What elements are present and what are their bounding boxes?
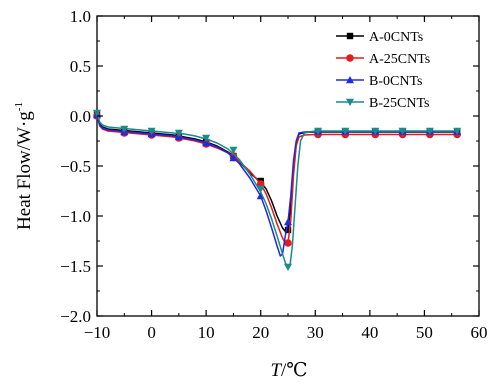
y-axis-title-main: Heat Flow/W·g	[14, 111, 35, 230]
data-point-b-25cnts	[229, 146, 238, 154]
data-point-a-0cnts	[284, 226, 292, 234]
legend: A-0CNTs A-25CNTs B-0CNTs B-25CNTs	[336, 30, 430, 111]
legend-label-b-0cnts: B-0CNTs	[369, 74, 422, 89]
data-point-a-25cnts	[284, 239, 292, 247]
data-point-b-25cnts	[371, 127, 380, 135]
data-point-b-25cnts	[425, 127, 434, 135]
x-tick-label: 50	[416, 323, 433, 342]
x-tick-label: −10	[84, 323, 111, 342]
legend-marker-a-0cnts	[346, 32, 354, 40]
legend-item-a-25cnts: A-25CNTs	[336, 52, 430, 67]
data-point-b-25cnts	[453, 127, 462, 135]
y-tick-label: −1.5	[60, 257, 91, 276]
x-tick-label: 30	[307, 323, 324, 342]
data-point-b-25cnts	[398, 127, 407, 135]
y-tick-label: 1.0	[70, 7, 91, 26]
y-axis-title: Heat Flow/W·g-1	[13, 102, 35, 230]
data-point-b-25cnts	[120, 125, 129, 133]
y-tick-label: 0.0	[70, 107, 91, 126]
x-tick-label: 10	[198, 323, 215, 342]
x-axis-title: T/℃	[270, 360, 307, 381]
legend-marker-b-0cnts	[346, 76, 354, 84]
legend-label-a-25cnts: A-25CNTs	[369, 52, 430, 67]
x-tick-label: 0	[147, 323, 156, 342]
legend-marker-a-25cnts	[346, 54, 354, 62]
data-point-b-25cnts	[174, 129, 183, 137]
series-line-b-25cnts	[96, 112, 458, 268]
series-b-25cnts	[93, 109, 462, 271]
series-layer	[93, 109, 462, 271]
ticks-layer: −10 0 10 20 30 40 50 60 −2.0 −1.5 −1.0 −0.5 0.0 0.5 1.…	[60, 7, 487, 342]
data-point-b-0cnts	[229, 154, 238, 162]
data-point-b-25cnts	[314, 127, 323, 135]
x-axis-title-unit: /℃	[281, 360, 308, 381]
y-tick-label: −0.5	[60, 157, 91, 176]
legend-label-b-25cnts: B-25CNTs	[369, 96, 429, 111]
x-axis-title-main: T	[270, 360, 282, 381]
x-tick-label: 40	[361, 323, 378, 342]
data-point-b-25cnts	[147, 127, 156, 135]
data-point-b-25cnts	[256, 185, 265, 193]
legend-item-a-0cnts: A-0CNTs	[336, 30, 423, 45]
legend-label-a-0cnts: A-0CNTs	[369, 30, 423, 45]
y-tick-label: −1.0	[60, 207, 91, 226]
x-tick-label: 20	[252, 323, 269, 342]
legend-marker-b-25cnts	[346, 98, 354, 106]
data-point-b-25cnts	[202, 134, 211, 142]
data-point-b-25cnts	[284, 263, 292, 271]
x-tick-label: 60	[471, 323, 488, 342]
data-point-b-25cnts	[93, 109, 101, 117]
y-axis-title-sup: -1	[13, 102, 25, 111]
data-point-b-25cnts	[341, 127, 350, 135]
legend-item-b-25cnts: B-25CNTs	[336, 96, 429, 111]
data-point-b-0cnts	[202, 139, 211, 147]
y-tick-label: 0.5	[70, 57, 91, 76]
data-point-b-0cnts	[284, 218, 292, 226]
legend-item-b-0cnts: B-0CNTs	[336, 74, 422, 89]
y-tick-label: −2.0	[60, 307, 91, 326]
